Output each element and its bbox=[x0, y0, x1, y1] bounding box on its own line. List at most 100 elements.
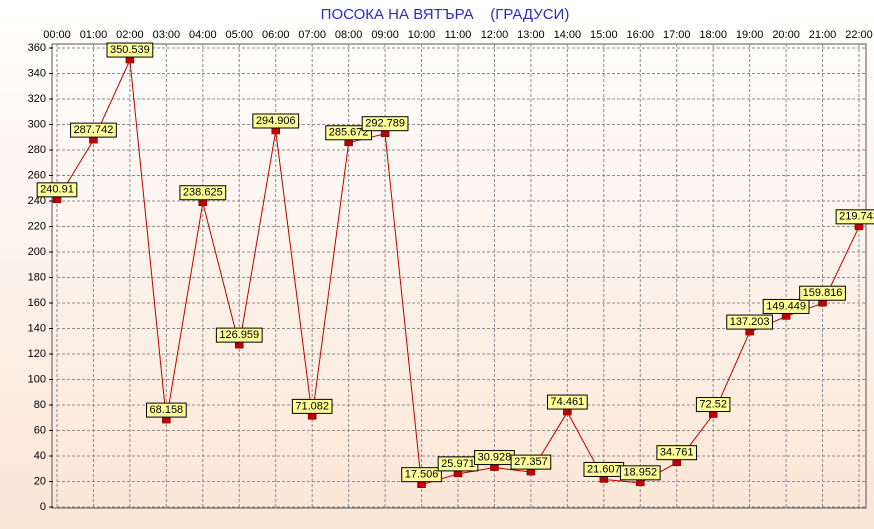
x-tick-label: 08:00 bbox=[335, 29, 363, 41]
point-marker bbox=[417, 481, 426, 488]
data-label: 34.761 bbox=[660, 447, 694, 459]
data-label-box bbox=[106, 42, 154, 58]
point-marker bbox=[235, 341, 244, 349]
chart-title: ПОСОКА НА ВЯТЪРА (ГРАДУСИ) bbox=[321, 6, 570, 23]
x-tick-label: 22:00 bbox=[845, 29, 873, 41]
point-marker bbox=[708, 411, 718, 418]
data-label: 240.91 bbox=[40, 184, 74, 196]
point-marker bbox=[636, 479, 645, 487]
y-tick-label: 360 bbox=[28, 42, 46, 54]
x-tick-label: 07:00 bbox=[298, 29, 326, 41]
y-tick-label: 320 bbox=[28, 93, 46, 105]
y-tick-label: 60 bbox=[34, 424, 46, 436]
x-tick-label: 17:00 bbox=[663, 29, 691, 41]
data-label-box bbox=[799, 285, 846, 301]
point-marker bbox=[89, 136, 98, 144]
point-marker bbox=[198, 199, 208, 207]
y-tick-label: 200 bbox=[28, 246, 46, 258]
data-label: 71.082 bbox=[295, 400, 329, 412]
y-tick-label: 80 bbox=[34, 399, 46, 411]
x-tick-label: 06:00 bbox=[262, 29, 290, 41]
point-marker bbox=[490, 464, 499, 471]
data-label: 17.506 bbox=[405, 469, 439, 481]
point-marker bbox=[599, 476, 609, 483]
x-tick-label: 00:00 bbox=[43, 29, 71, 41]
y-tick-label: 160 bbox=[28, 297, 46, 309]
x-tick-label: 12:00 bbox=[481, 29, 509, 41]
point-marker bbox=[125, 56, 135, 64]
data-label: 68.158 bbox=[150, 404, 184, 416]
x-tick-label: 05:00 bbox=[226, 29, 254, 41]
x-tick-label: 09:00 bbox=[371, 29, 399, 41]
data-label: 21.607 bbox=[587, 463, 621, 475]
data-label: 27.357 bbox=[514, 456, 548, 468]
point-marker bbox=[307, 413, 317, 420]
y-tick-label: 40 bbox=[34, 450, 46, 462]
y-tick-label: 280 bbox=[28, 144, 46, 156]
plot-frame bbox=[51, 43, 867, 509]
data-label-box bbox=[215, 327, 263, 343]
y-tick-label: 180 bbox=[28, 271, 46, 283]
x-tick-label: 15:00 bbox=[590, 29, 618, 41]
data-label-box bbox=[179, 185, 227, 201]
point-marker bbox=[271, 127, 280, 135]
point-marker bbox=[781, 313, 791, 320]
y-tick-label: 240 bbox=[28, 195, 46, 207]
y-tick-label: 260 bbox=[28, 169, 46, 181]
data-label: 294.906 bbox=[256, 115, 296, 127]
x-tick-label: 13:00 bbox=[517, 29, 545, 41]
y-tick-label: 340 bbox=[28, 67, 46, 79]
point-marker bbox=[344, 139, 353, 147]
data-label: 18.952 bbox=[623, 467, 657, 479]
data-label-box bbox=[252, 113, 300, 129]
data-label-box bbox=[510, 454, 552, 470]
x-tick-label: 01:00 bbox=[80, 29, 108, 41]
y-tick-label: 220 bbox=[28, 220, 46, 232]
data-label: 292.789 bbox=[365, 118, 405, 130]
data-label-box bbox=[762, 298, 810, 314]
x-tick-label: 19:00 bbox=[736, 29, 764, 41]
x-tick-label: 04:00 bbox=[189, 29, 217, 41]
point-marker bbox=[563, 408, 572, 416]
point-marker bbox=[453, 470, 463, 478]
x-tick-label: 18:00 bbox=[699, 29, 727, 41]
data-label-box bbox=[726, 314, 774, 330]
data-label: 72.52 bbox=[699, 398, 727, 410]
data-label: 137.203 bbox=[730, 316, 770, 328]
y-tick-label: 120 bbox=[28, 348, 46, 360]
data-label-box bbox=[36, 182, 78, 198]
y-tick-label: 300 bbox=[28, 118, 46, 130]
data-label: 30.928 bbox=[478, 451, 512, 463]
x-tick-label: 03:00 bbox=[153, 29, 181, 41]
x-tick-label: 14:00 bbox=[554, 29, 582, 41]
data-label: 126.959 bbox=[219, 329, 259, 341]
data-label-box bbox=[146, 402, 187, 418]
data-label-box bbox=[325, 125, 373, 141]
point-marker bbox=[745, 328, 754, 336]
data-label: 74.461 bbox=[551, 396, 585, 408]
data-label: 149.449 bbox=[766, 300, 806, 312]
x-tick-label: 10:00 bbox=[408, 29, 436, 41]
data-label-box bbox=[619, 465, 661, 481]
data-label: 238.625 bbox=[183, 187, 223, 199]
data-label-box bbox=[361, 116, 409, 132]
data-label: 285.672 bbox=[329, 127, 369, 139]
x-tick-label: 11:00 bbox=[445, 29, 472, 41]
data-label-box bbox=[656, 445, 698, 461]
data-label-box bbox=[695, 397, 731, 413]
data-label: 287.742 bbox=[74, 124, 114, 136]
y-tick-label: 20 bbox=[34, 475, 46, 487]
y-tick-label: 140 bbox=[28, 322, 46, 334]
point-marker bbox=[52, 196, 62, 204]
y-tick-label: 0 bbox=[40, 501, 46, 513]
point-marker bbox=[672, 459, 681, 466]
data-label-box bbox=[835, 209, 874, 225]
data-label: 25.971 bbox=[441, 458, 475, 470]
x-tick-label: 16:00 bbox=[627, 29, 655, 41]
data-label: 350.539 bbox=[110, 44, 150, 56]
y-tick-label: 100 bbox=[28, 373, 46, 385]
point-marker bbox=[162, 416, 171, 424]
point-marker bbox=[854, 223, 864, 231]
